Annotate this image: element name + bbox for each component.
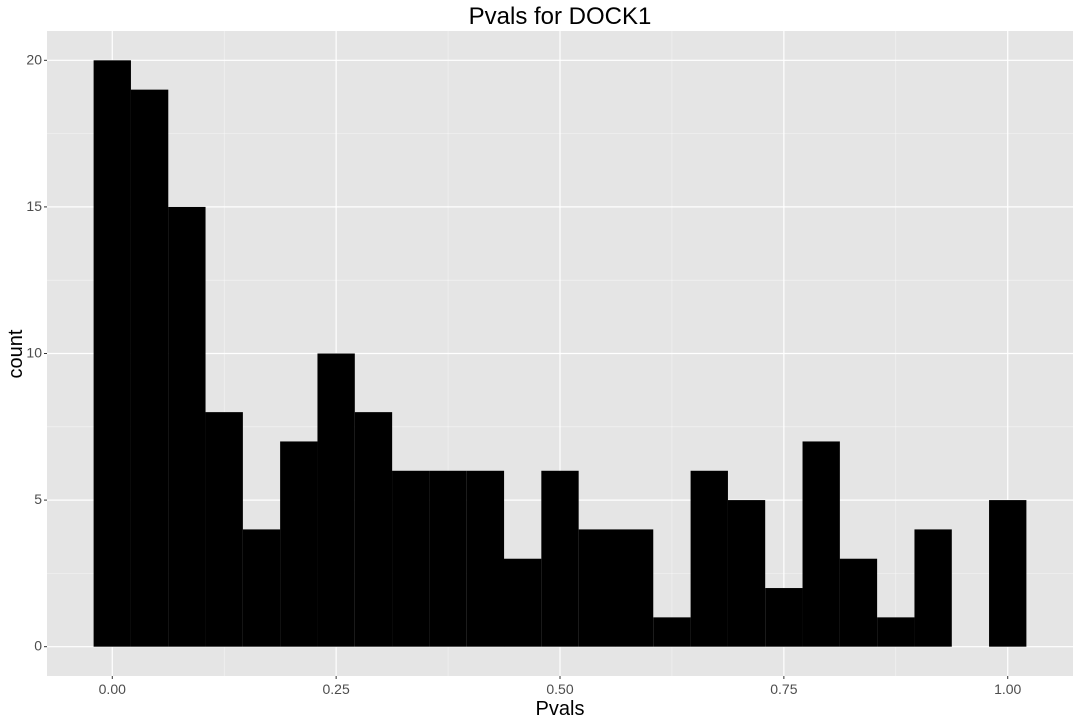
histogram-bar	[690, 470, 728, 647]
histogram-bar	[541, 470, 579, 647]
y-tick-label: 20	[26, 51, 42, 67]
y-tick-label: 15	[26, 198, 42, 214]
x-tick-label: 0.25	[323, 681, 350, 697]
histogram-bar	[802, 441, 840, 647]
histogram-bar	[466, 470, 505, 647]
histogram-bar	[429, 470, 467, 647]
histogram-bar	[168, 206, 206, 647]
histogram-bar	[877, 617, 915, 647]
y-tick-label: 5	[34, 491, 42, 507]
y-tick-label: 10	[26, 345, 42, 361]
chart-title: Pvals for DOCK1	[469, 3, 652, 30]
histogram-bar	[727, 500, 766, 647]
histogram-bar	[765, 588, 803, 647]
x-tick-label: 0.75	[770, 681, 797, 697]
histogram-bars	[93, 60, 1027, 647]
x-tick-label: 0.50	[546, 681, 573, 697]
histogram-bar	[280, 441, 318, 647]
histogram-bar	[503, 558, 542, 647]
y-axis-title: count	[5, 329, 27, 378]
histogram-bar	[392, 470, 430, 647]
histogram-bar	[578, 529, 617, 647]
x-tick-label: 1.00	[994, 681, 1021, 697]
y-axis-ticks: 0 5 10 15 20	[26, 51, 47, 654]
histogram-bar	[653, 617, 691, 647]
histogram-bar	[130, 89, 169, 647]
histogram-bar	[205, 412, 243, 647]
x-tick-label: 0.00	[99, 681, 126, 697]
y-tick-label: 0	[34, 638, 42, 654]
histogram-bar	[354, 412, 393, 647]
histogram-bar	[839, 558, 878, 647]
x-axis-title: Pvals	[536, 698, 585, 720]
histogram-bar	[93, 60, 131, 647]
histogram-bar	[914, 529, 952, 647]
histogram-bar	[317, 353, 355, 647]
histogram-bar	[242, 529, 281, 647]
x-axis-ticks: 0.00 0.25 0.50 0.75 1.00	[99, 676, 1022, 697]
histogram-bar	[989, 500, 1027, 647]
histogram-bar	[615, 529, 654, 647]
